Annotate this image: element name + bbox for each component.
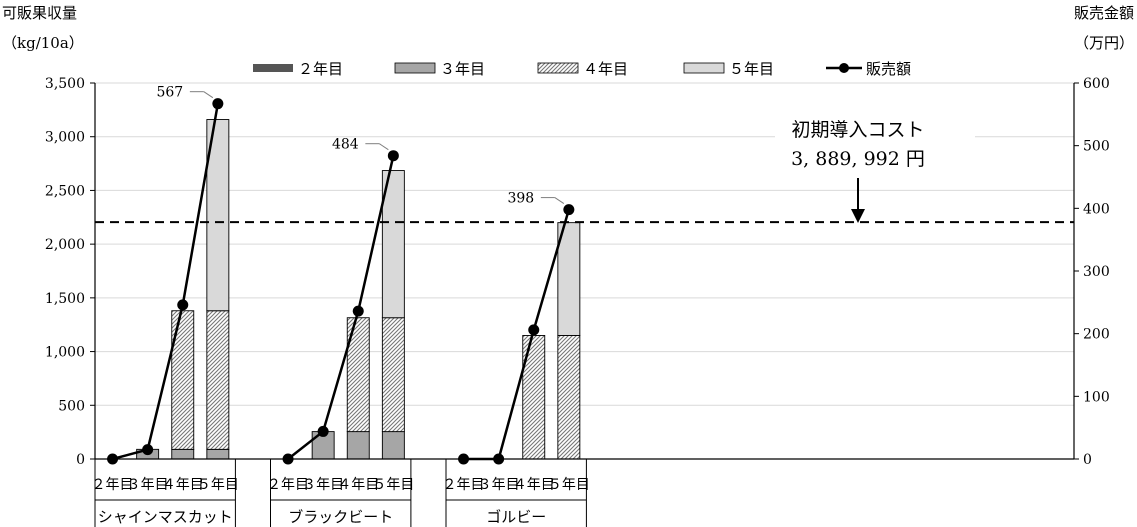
bar-segment-year4: [206, 310, 230, 450]
sales-line: [112, 103, 220, 461]
sales-value-label: 484: [332, 137, 359, 153]
group-label: ブラックビート: [288, 508, 393, 526]
left-tick-label: 1,500: [45, 291, 85, 307]
left-tick-label: 0: [76, 452, 85, 468]
bar-segment-year3: [346, 431, 370, 460]
bars: [136, 119, 581, 460]
left-tick-label: 500: [58, 398, 85, 414]
legend-label-year5: ５年目: [729, 60, 774, 78]
left-tick-label: 3,500: [45, 76, 85, 92]
x-tick-label: ４年目: [337, 477, 379, 493]
right-tick-label: 100: [1083, 389, 1110, 405]
legend-label-year3: ３年目: [440, 60, 485, 78]
x-tick-label: ５年目: [372, 477, 414, 493]
left-axis-title-line2: （kg/10a）: [2, 34, 84, 52]
sales-line: [287, 155, 395, 460]
x-tick-label: ４年目: [162, 477, 204, 493]
group-label: ゴルビー: [486, 508, 546, 526]
x-tick-label: ５年目: [197, 477, 239, 493]
bar-segment-year4: [171, 310, 195, 450]
left-tick-label: 2,000: [45, 237, 85, 253]
x-tick-label: ４年目: [513, 477, 555, 493]
left-tick-label: 1,000: [45, 345, 85, 361]
annotation-line1: 初期導入コスト: [791, 119, 924, 141]
right-tick-label: 400: [1083, 201, 1110, 217]
x-tick-label: ２年目: [92, 477, 134, 493]
x-tick-label: ３年目: [478, 477, 520, 493]
legend-item-year2: ２年目: [253, 60, 343, 78]
sales-label-leader: [379, 143, 389, 151]
x-tick-label: ３年目: [127, 477, 169, 493]
sales-marker: [142, 444, 154, 456]
bar-segment-year3: [171, 448, 195, 460]
left-tick-label: 2,500: [45, 183, 85, 199]
sales-marker: [387, 150, 399, 162]
right-axis-title-line2: （万円）: [1074, 34, 1134, 52]
sales-label-leader: [554, 197, 565, 205]
left-axis-title-line1: 可販果収量: [2, 4, 77, 22]
bar-segment-year3: [381, 431, 405, 460]
right-tick-label: 300: [1083, 264, 1110, 280]
gridlines: [95, 82, 1074, 406]
bar-segment-year4: [381, 317, 405, 433]
bar-segment-year4: [346, 317, 370, 433]
sales-marker: [352, 305, 364, 317]
right-tick-label: 0: [1083, 452, 1092, 468]
left-tick-label: 3,000: [45, 130, 85, 146]
sales-value-label: 398: [507, 191, 534, 207]
annotation-background: [775, 118, 975, 188]
sales-value-label: 567: [156, 85, 183, 101]
left-axis-ticks: 0 500 1,000 1,500 2,000 2,500 3,000 3,500: [45, 76, 95, 468]
axes: [94, 83, 1075, 460]
x-tick-label: ２年目: [443, 477, 485, 493]
x-tick-label: ５年目: [548, 477, 590, 493]
legend-label-sales: 販売額: [866, 60, 911, 78]
sales-marker: [563, 204, 575, 216]
sales-label-leader: [203, 91, 214, 99]
right-tick-label: 500: [1083, 139, 1110, 155]
legend-label-year2: ２年目: [298, 60, 343, 78]
legend-item-year5: ５年目: [683, 60, 774, 78]
legend-item-sales: 販売額: [826, 60, 911, 78]
right-tick-label: 200: [1083, 327, 1110, 343]
sales-marker: [177, 299, 189, 311]
x-axis-table: ２年目３年目４年目５年目シャインマスカット２年目３年目４年目５年目ブラックビート…: [92, 459, 590, 527]
annotation-line2: 3, 889, 992 円: [791, 148, 925, 170]
sales-marker: [528, 324, 540, 336]
annotation-arrow: [851, 178, 865, 223]
sales-lines: 567 484 398: [107, 85, 575, 465]
bar-segment-year5: [381, 170, 405, 319]
bar-segment-year3: [206, 448, 230, 460]
right-axis-ticks: 0 100 200 300 400 500 600: [1074, 76, 1110, 468]
right-tick-label: 600: [1083, 76, 1110, 92]
x-tick-label: ２年目: [267, 477, 309, 493]
sales-marker: [317, 425, 329, 437]
x-tick-label: ３年目: [302, 477, 344, 493]
legend-label-year4: ４年目: [583, 60, 628, 78]
legend: ２年目 ３年目 ４年目 ５年目 販売額: [253, 60, 911, 78]
legend-item-year3: ３年目: [394, 60, 485, 78]
legend-item-year4: ４年目: [537, 60, 628, 78]
bar-segment-year4: [557, 335, 581, 460]
sales-marker: [212, 98, 224, 110]
sales-line: [463, 209, 571, 461]
right-axis-title-line1: 販売金額: [1074, 4, 1134, 22]
bar-segment-year5: [206, 119, 230, 312]
group-label: シャインマスカット: [98, 508, 233, 526]
